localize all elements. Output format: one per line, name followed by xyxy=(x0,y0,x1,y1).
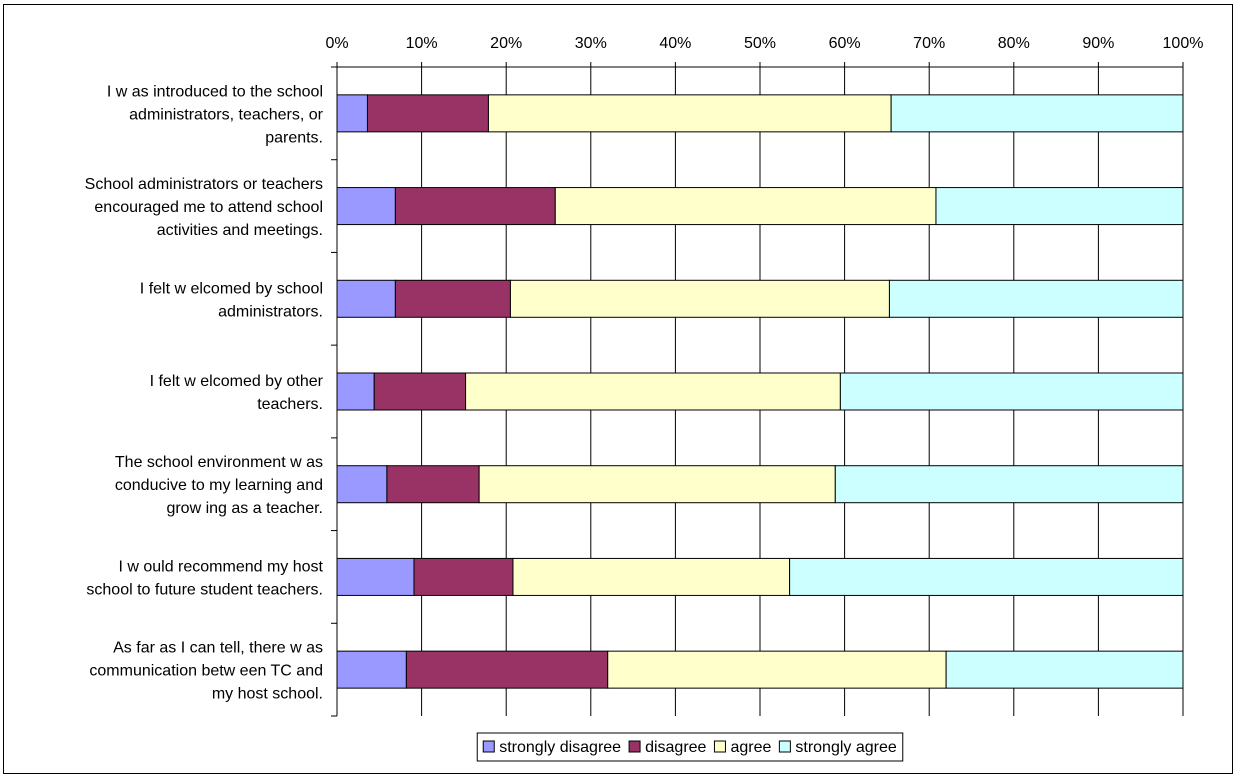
category-label-line: The school environment w as xyxy=(115,454,323,471)
category-label-line: administrators. xyxy=(218,303,323,320)
bar-segment xyxy=(336,94,368,133)
legend-label: strongly disagree xyxy=(499,739,621,756)
category-label: As far as I can tell, there w as communic… xyxy=(89,640,323,703)
legend-item: strongly agree xyxy=(778,739,897,756)
legend: strongly disagree disagree agree strongly a… xyxy=(476,732,904,762)
x-tick-label: 40% xyxy=(659,35,691,52)
bar-segment xyxy=(336,557,415,596)
bar-segment xyxy=(890,94,1184,133)
bars xyxy=(336,94,1184,689)
legend-item: disagree xyxy=(628,739,707,756)
bar-segment xyxy=(336,650,407,689)
category-label: I felt w elcomed by school administrators… xyxy=(140,280,323,320)
legend-label: agree xyxy=(730,739,771,756)
bar-segment xyxy=(512,557,791,596)
x-tick-label: 10% xyxy=(406,35,438,52)
bar-segment xyxy=(394,187,556,226)
bar-segment xyxy=(487,94,892,133)
bar-segment xyxy=(509,279,890,318)
category-label-line: School administrators or teachers xyxy=(85,176,323,193)
category-label-line: I felt w elcomed by school xyxy=(140,280,323,297)
legend-swatch xyxy=(628,740,641,753)
bar-segment xyxy=(366,94,489,133)
bar-segment xyxy=(465,372,841,411)
category-label-line: grow ing as a teacher. xyxy=(166,500,323,517)
bar-segment xyxy=(478,465,836,504)
bar-segment xyxy=(554,187,937,226)
category-label-line: administrators, teachers, or xyxy=(129,106,324,123)
category-label: I felt w elcomed by other teachers. xyxy=(150,373,324,413)
bar-segment xyxy=(945,650,1184,689)
x-tick-label: 80% xyxy=(998,35,1030,52)
legend-swatch xyxy=(778,740,791,753)
legend-swatch xyxy=(482,740,495,753)
category-label-line: I felt w elcomed by other xyxy=(150,373,324,390)
category-label-line: I w ould recommend my host xyxy=(118,558,323,575)
category-label-line: As far as I can tell, there w as xyxy=(113,640,323,657)
bar-segment xyxy=(839,372,1184,411)
category-label-line: parents. xyxy=(265,129,323,146)
category-label: I w as introduced to the school administr… xyxy=(107,83,324,146)
category-label-line: activities and meetings. xyxy=(157,222,323,239)
category-label: School administrators or teachers encoura… xyxy=(85,176,323,239)
bar-segment xyxy=(394,279,511,318)
category-label: The school environment w as conducive to … xyxy=(115,454,323,517)
legend-item: agree xyxy=(713,739,771,756)
legend-swatch xyxy=(713,740,726,753)
bar-segment xyxy=(413,557,514,596)
bar-segment xyxy=(386,465,480,504)
x-tick-labels: 0% 10% 20% 30% 40% 50% 60% 70% 80% 90% 100% xyxy=(325,35,1203,52)
legend-label: disagree xyxy=(645,739,706,756)
x-tick-label: 70% xyxy=(913,35,945,52)
category-labels: I w as introduced to the school administr… xyxy=(85,83,324,702)
category-label-line: I w as introduced to the school xyxy=(107,83,323,100)
legend-item: strongly disagree xyxy=(482,739,621,756)
x-tick-label: 50% xyxy=(744,35,776,52)
bar-segment xyxy=(935,187,1184,226)
bar-segment xyxy=(336,372,375,411)
x-tick-label: 0% xyxy=(325,35,348,52)
bar-segment xyxy=(834,465,1184,504)
category-label-line: communication betw een TC and xyxy=(89,663,323,680)
category-label-line: encouraged me to attend school xyxy=(94,199,323,216)
legend-label: strongly agree xyxy=(795,739,896,756)
x-tick-label: 30% xyxy=(575,35,607,52)
category-label-line: my host school. xyxy=(212,686,323,703)
category-label-line: school to future student teachers. xyxy=(86,581,323,598)
axes xyxy=(331,62,1184,717)
bar-segment xyxy=(405,650,609,689)
x-tick-label: 20% xyxy=(490,35,522,52)
category-label-line: teachers. xyxy=(257,396,323,413)
bar-segment xyxy=(336,465,388,504)
legend-box xyxy=(476,732,904,762)
x-tick-label: 90% xyxy=(1082,35,1114,52)
bar-segment xyxy=(336,279,396,318)
bar-segment xyxy=(888,279,1184,318)
bar-segment xyxy=(336,187,396,226)
x-tick-label: 60% xyxy=(829,35,861,52)
category-label: I w ould recommend my host school to futu… xyxy=(86,558,323,598)
category-label-line: conducive to my learning and xyxy=(115,477,323,494)
bar-segment xyxy=(373,372,467,411)
x-tick-label: 100% xyxy=(1163,35,1204,52)
bar-segment xyxy=(789,557,1184,596)
bar-segment xyxy=(607,650,947,689)
